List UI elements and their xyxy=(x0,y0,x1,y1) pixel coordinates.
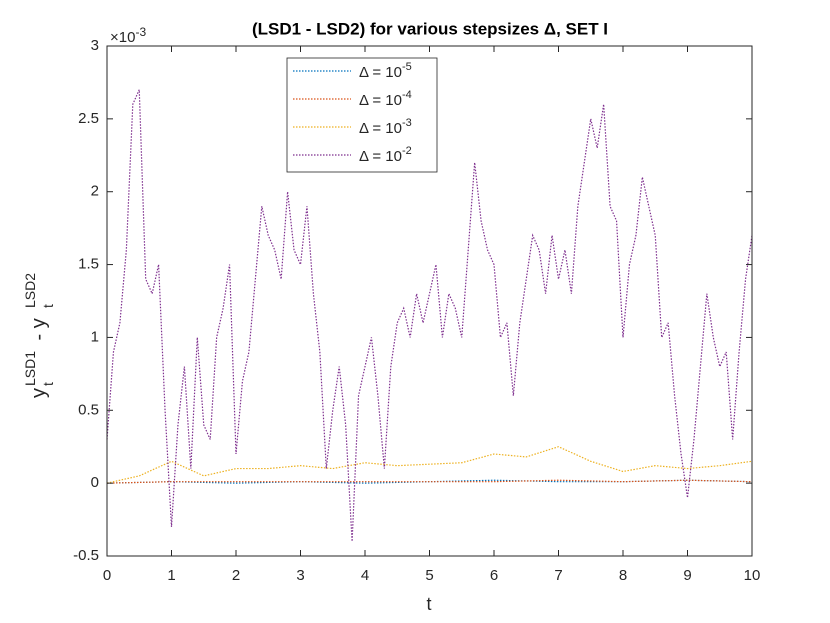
legend-label: Δ = 10-5 xyxy=(359,61,412,81)
legend-name: Δ = 10 xyxy=(359,64,402,81)
y-exponent-base: ×10 xyxy=(110,29,135,46)
x-tick-label: 6 xyxy=(490,567,498,584)
y-tick-label: 3 xyxy=(91,37,99,54)
y-tick-label: 2.5 xyxy=(78,110,99,127)
x-axis-label: t xyxy=(426,594,431,614)
y-tick-label: -0.5 xyxy=(73,547,99,564)
y-label-part: y xyxy=(28,388,50,398)
y-tick-label: 0.5 xyxy=(78,401,99,418)
y-tick-label: 2 xyxy=(91,183,99,200)
legend-sup: -4 xyxy=(402,89,412,101)
legend-name: Δ = 10 xyxy=(359,148,402,165)
legend-sup: -2 xyxy=(402,145,412,157)
x-tick-label: 5 xyxy=(425,567,433,584)
series-line xyxy=(106,479,753,484)
series-line xyxy=(106,446,753,484)
legend-label: Δ = 10-2 xyxy=(359,145,412,165)
y-axis-label: y t LSD1 - y t LSD2 xyxy=(22,273,56,398)
y-label-part: - y xyxy=(28,318,50,346)
x-tick-label: 2 xyxy=(232,567,240,584)
legend-box xyxy=(286,57,438,173)
legend-label: Δ = 10-3 xyxy=(359,117,412,137)
x-tick-label: 4 xyxy=(361,567,369,584)
y-tick-label: 0 xyxy=(91,474,99,491)
x-tick-label: 0 xyxy=(103,567,111,584)
x-tick-label: 1 xyxy=(167,567,175,584)
y-exponent: ×10-3 xyxy=(110,25,146,46)
x-tick-label: 3 xyxy=(296,567,304,584)
y-tick-label: 1.5 xyxy=(78,256,99,273)
legend-sup: -3 xyxy=(402,117,412,129)
x-tick-label: 7 xyxy=(554,567,562,584)
y-exponent-sup: -3 xyxy=(135,25,146,39)
legend-sup: -5 xyxy=(402,61,412,73)
y-label-part: t xyxy=(40,382,56,386)
series-line xyxy=(106,89,753,542)
x-tick-label: 9 xyxy=(683,567,691,584)
y-tick-label: 1 xyxy=(91,328,99,345)
x-tick-label: 10 xyxy=(744,567,761,584)
y-label-part: LSD1 xyxy=(22,351,38,386)
legend-name: Δ = 10 xyxy=(359,92,402,109)
x-tick-label: 8 xyxy=(619,567,627,584)
chart-title: (LSD1 - LSD2) for various stepsizes Δ, S… xyxy=(252,19,608,38)
legend-name: Δ = 10 xyxy=(359,120,402,137)
legend-label: Δ = 10-4 xyxy=(359,89,412,109)
y-label-part: LSD2 xyxy=(22,273,38,308)
y-label-part: t xyxy=(40,304,56,308)
